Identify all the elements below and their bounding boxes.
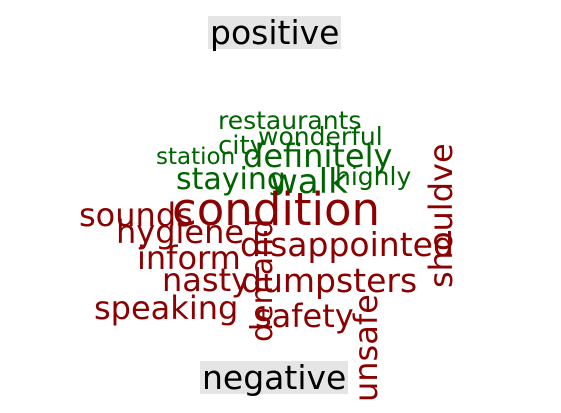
word-inform: inform (137, 239, 241, 277)
word-wonderful: wonderful (258, 122, 383, 151)
word-shouldve: shouldve (422, 143, 460, 288)
word-nasty: nasty (162, 261, 251, 299)
word-restaurants: restaurants (218, 106, 362, 135)
word-city: city (218, 131, 266, 161)
word-condition: condition (172, 183, 381, 236)
word-unsafe: unsafe (347, 294, 385, 402)
word-speaking: speaking (94, 289, 239, 327)
word-highly: highly (335, 162, 412, 191)
word-sounds: sounds (79, 196, 193, 234)
word-disappointed: disappointed (240, 225, 454, 264)
positive-label: positive (208, 13, 342, 52)
word-walk: walk (270, 162, 348, 202)
negative-label: negative (200, 358, 349, 397)
word-staying: staying (176, 162, 286, 197)
word-definitely: definitely (243, 137, 393, 175)
word-station: station (156, 144, 236, 170)
word-dumpsters: dumpsters (241, 261, 418, 300)
word-hygiene: hygiene (116, 213, 245, 251)
word-safety: safety (255, 297, 354, 335)
